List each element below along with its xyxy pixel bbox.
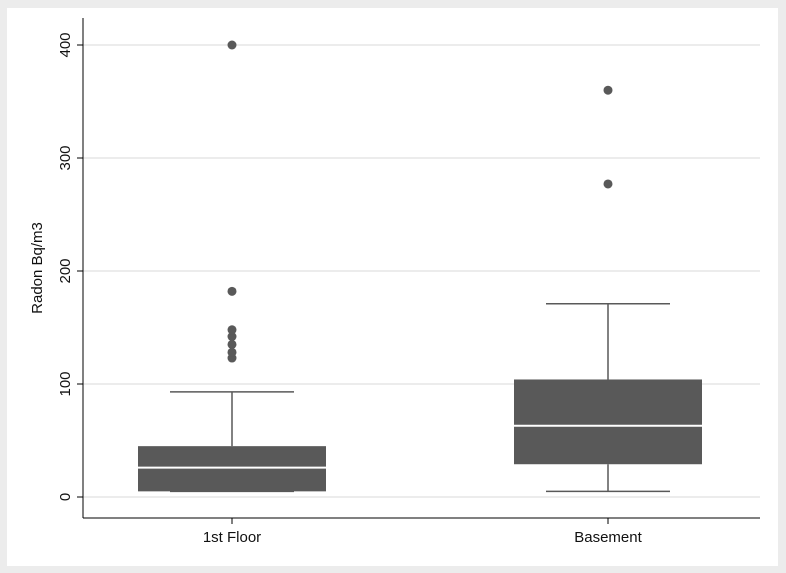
1st-floor-outlier-2 xyxy=(227,339,237,349)
y-tick-label-400: 400 xyxy=(57,32,74,57)
x-tick-label-1st-floor: 1st Floor xyxy=(203,529,261,546)
axes xyxy=(77,18,760,524)
y-axis-title: Radon Bq/m3 xyxy=(29,222,46,314)
y-tick-label-100: 100 xyxy=(57,371,74,396)
boxes xyxy=(138,40,702,493)
y-tick-label-300: 300 xyxy=(57,145,74,170)
1st-floor-outlier-5 xyxy=(227,286,237,296)
1st-floor-outlier-3 xyxy=(227,332,237,342)
1st-floor-outlier-4 xyxy=(227,325,237,335)
basement-outlier-1 xyxy=(603,85,613,95)
y-tick-label-200: 200 xyxy=(57,258,74,283)
x-tick-label-basement: Basement xyxy=(574,529,642,546)
labels: 0 100 200 300 400 1st Floor Basement xyxy=(57,32,643,546)
1st-floor-outlier-6 xyxy=(227,40,237,50)
basement-outlier-0 xyxy=(603,179,613,189)
1st-floor-box xyxy=(138,446,326,492)
y-tick-label-0: 0 xyxy=(57,493,74,501)
basement-box xyxy=(514,379,702,465)
gridlines xyxy=(83,44,760,498)
1st-floor-outlier-1 xyxy=(227,347,237,357)
plot-area xyxy=(7,8,778,566)
